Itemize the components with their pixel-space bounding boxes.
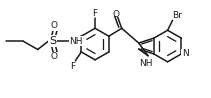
Text: F: F (70, 62, 75, 71)
Text: NH: NH (69, 37, 83, 46)
Text: N: N (182, 49, 189, 58)
Text: NH: NH (139, 59, 153, 68)
Text: S: S (49, 36, 56, 46)
Text: O: O (51, 52, 58, 61)
Text: Br: Br (173, 11, 183, 20)
Text: O: O (112, 10, 119, 19)
Text: F: F (92, 9, 98, 18)
Text: O: O (51, 21, 58, 30)
